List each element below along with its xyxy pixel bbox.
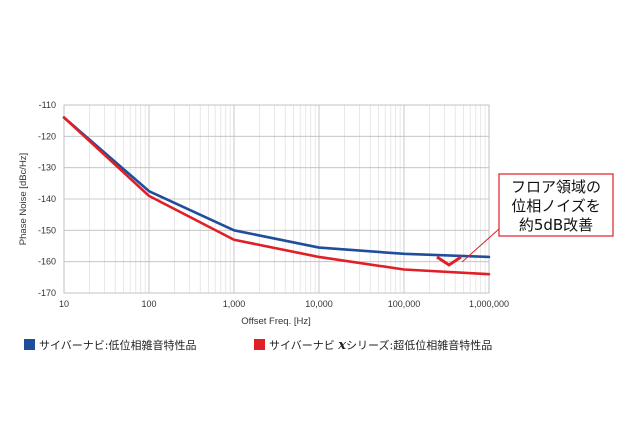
series-layer — [62, 116, 491, 276]
x-tick-label: 1,000,000 — [469, 299, 509, 309]
x-tick-label: 10 — [59, 299, 69, 309]
legend-label-red-suffix: シリーズ:超低位相雑音特性品 — [346, 338, 492, 352]
y-tick-label: -130 — [38, 163, 56, 173]
annotation-line-1: フロア領域の — [511, 178, 601, 196]
legend-swatch-red — [254, 339, 265, 350]
legend-label-red: サイバーナビ xシリーズ:超低位相雑音特性品 — [269, 338, 492, 353]
x-tick-label: 1,000 — [223, 299, 246, 309]
y-tick-label: -150 — [38, 225, 56, 235]
annotation-chevron — [436, 255, 462, 267]
y-tick-label: -170 — [38, 288, 56, 298]
x-tick-label: 100,000 — [388, 299, 421, 309]
y-tick-label: -140 — [38, 194, 56, 204]
major-grid — [63, 104, 490, 294]
legend-swatch-blue — [24, 339, 35, 350]
legend: サイバーナビ:低位相雑音特性品 サイバーナビ xシリーズ:超低位相雑音特性品 — [24, 338, 492, 353]
annotation-line-2: 位相ノイズを — [511, 197, 601, 215]
y-tick-label: -110 — [39, 100, 56, 110]
y-tick-label: -160 — [38, 257, 56, 267]
series-line-blue — [62, 116, 491, 259]
annotation-box — [498, 173, 614, 237]
x-axis-label: Offset Freq. [Hz] — [241, 316, 311, 327]
legend-label-red-prefix: サイバーナビ — [269, 339, 338, 352]
legend-label-blue: サイバーナビ:低位相雑音特性品 — [39, 338, 197, 352]
y-axis-label: Phase Noise [dBc/Hz] — [18, 153, 29, 245]
y-tick-label: -120 — [38, 131, 56, 141]
annotation-line-3: 約5dB改善 — [519, 216, 593, 234]
legend-label-red-x: x — [337, 338, 346, 353]
y-tick-labels: -110 -120 -130 -140 -150 -160 -170 — [38, 100, 56, 298]
annotation-callout: フロア領域の 位相ノイズを 約5dB改善 — [436, 173, 614, 267]
annotation-leader — [461, 228, 500, 263]
x-tick-label: 100 — [141, 299, 156, 309]
series-line-red — [62, 116, 491, 276]
x-tick-label: 10,000 — [305, 299, 333, 309]
x-tick-labels: 10 100 1,000 10,000 100,000 1,000,000 — [59, 299, 509, 309]
